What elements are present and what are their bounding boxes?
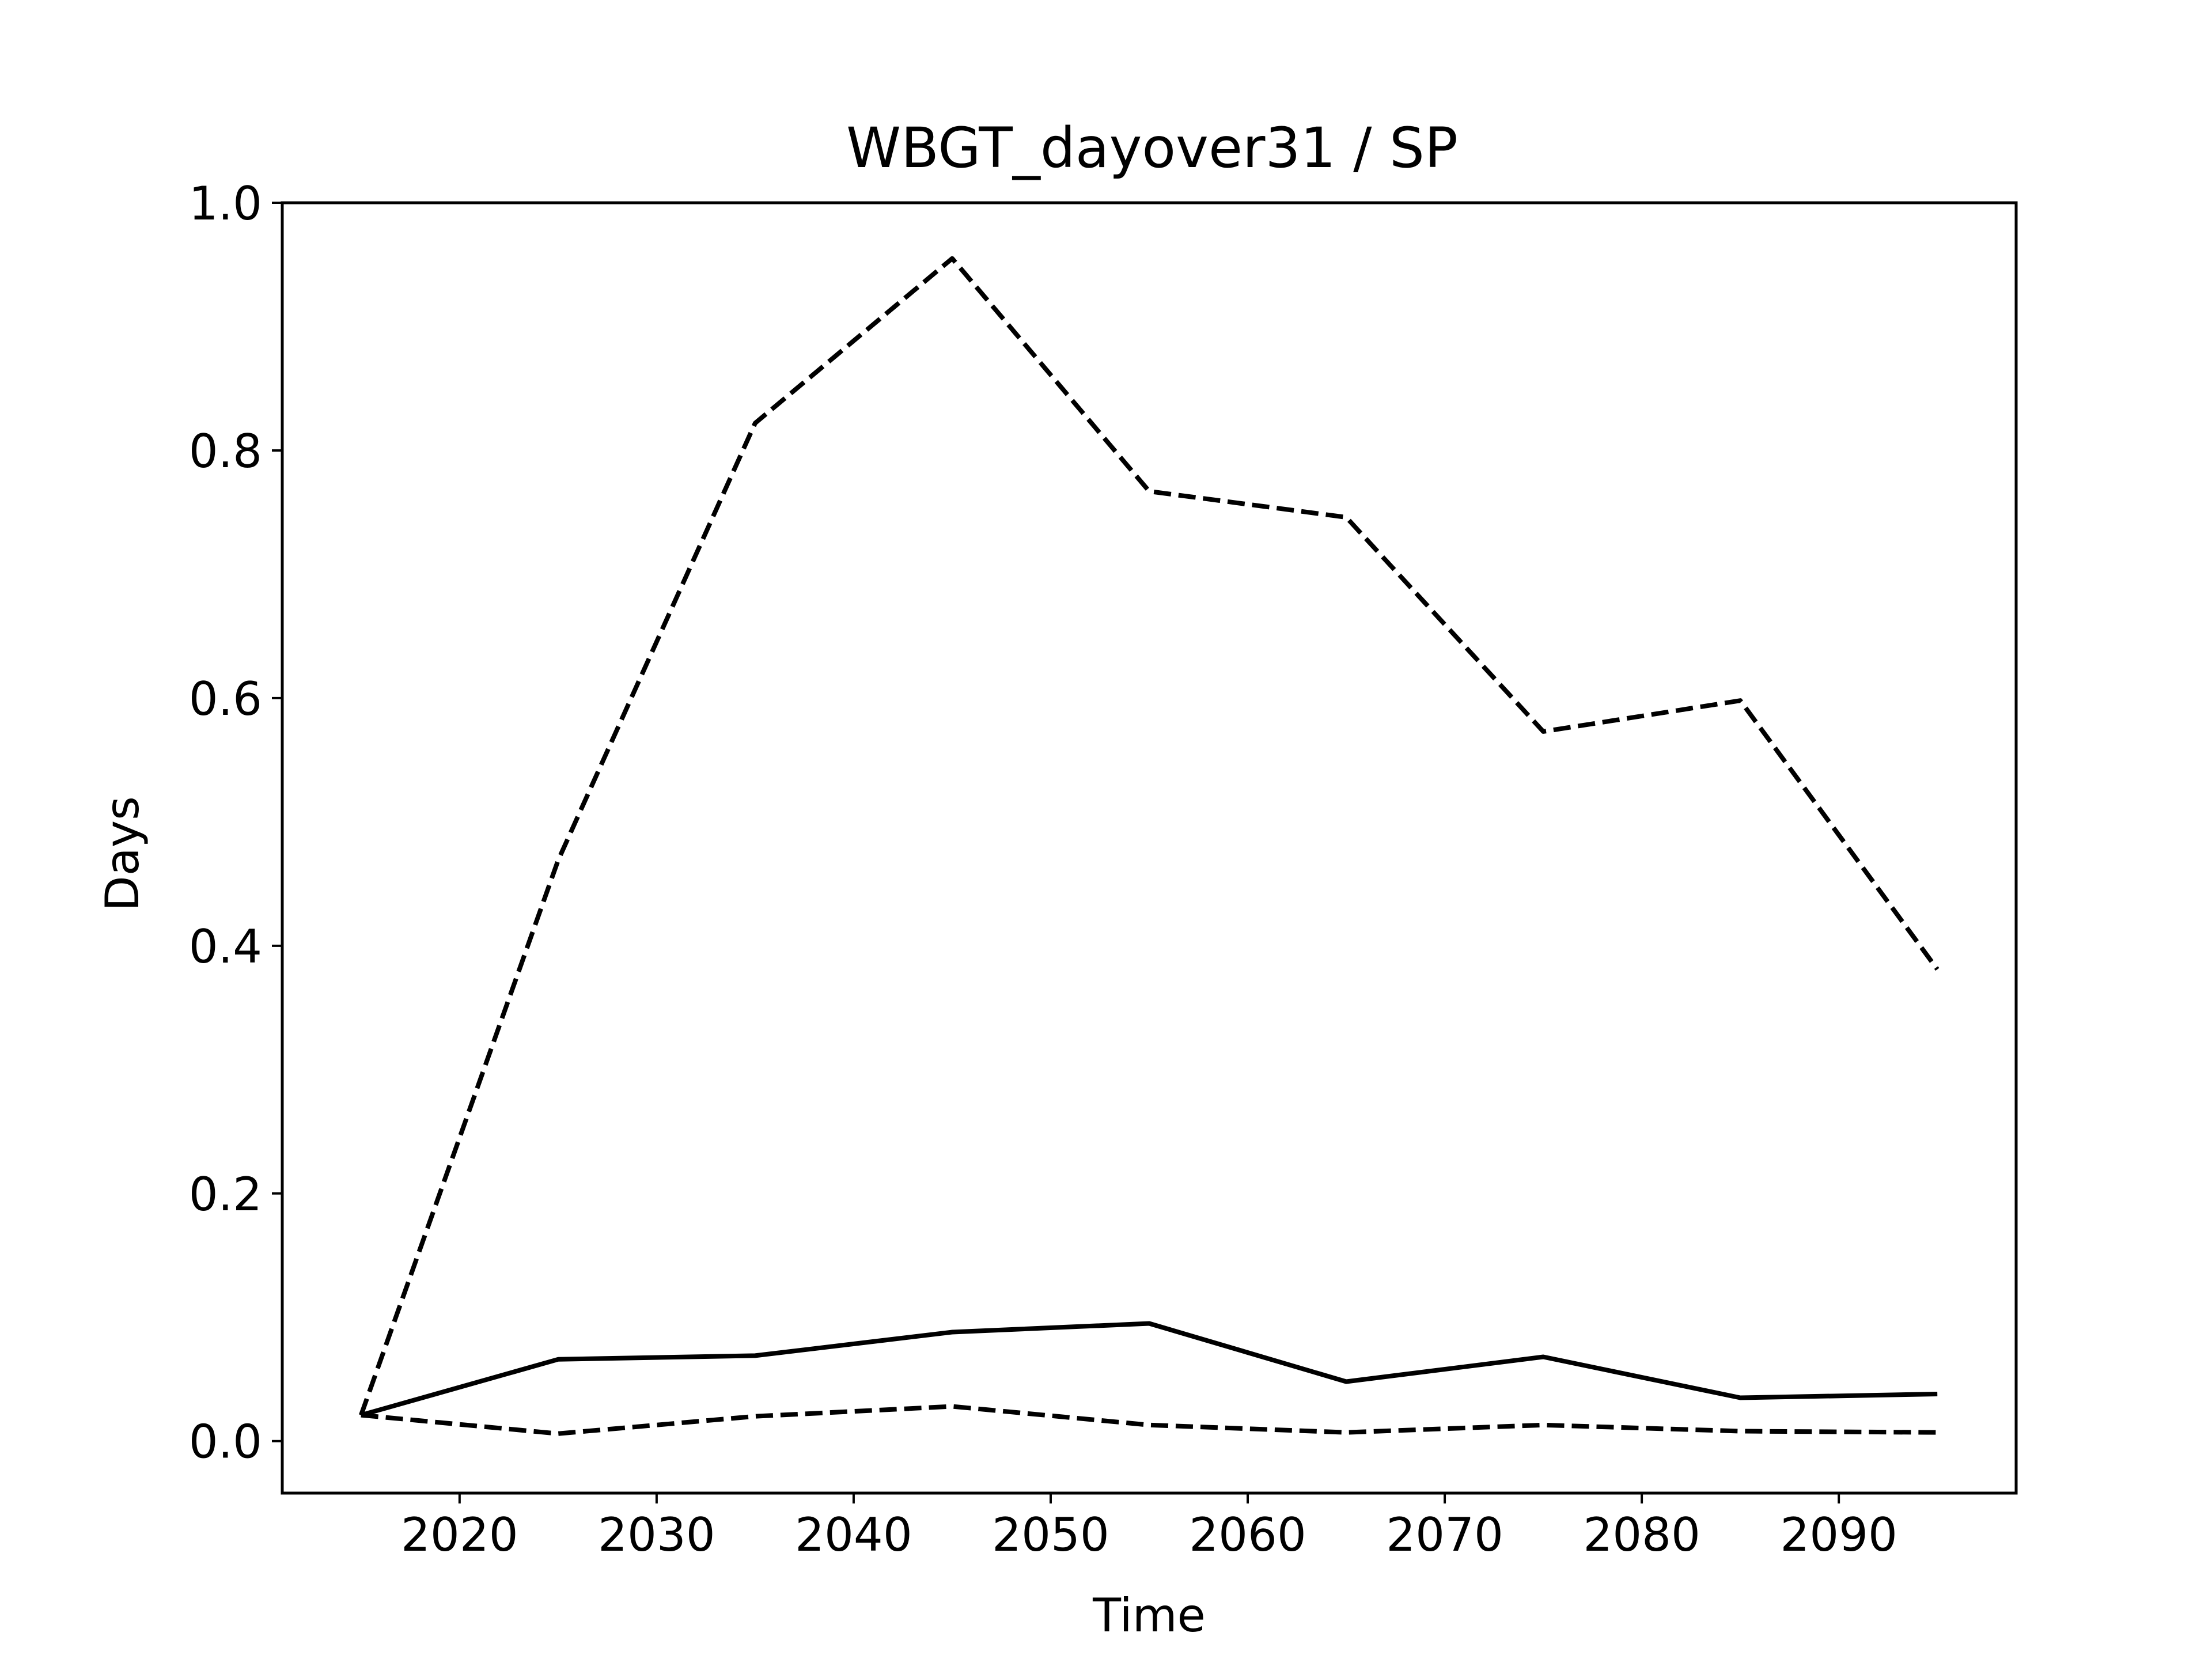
- y-tick-label-1: 0.2: [189, 1168, 262, 1221]
- chart-title: WBGT_dayover31 / SP: [846, 116, 1458, 180]
- x-tick-label-2020: 2020: [401, 1508, 518, 1562]
- x-tick-label-2070: 2070: [1386, 1508, 1503, 1562]
- x-tick-label-2050: 2050: [992, 1508, 1109, 1562]
- y-tick-label-4: 0.8: [189, 425, 262, 478]
- series-line-3: [361, 1404, 1938, 1436]
- y-tick-label-5: 1.0: [189, 177, 262, 230]
- y-axis: 0.0 0.2 0.4 0.6 0.8 1.0: [189, 177, 282, 1469]
- x-axis-label: Time: [1092, 1589, 1206, 1642]
- y-tick-label-0: 0.0: [189, 1415, 262, 1469]
- x-tick-label-2080: 2080: [1583, 1508, 1700, 1562]
- x-tick-label-2060: 2060: [1189, 1508, 1306, 1562]
- series-line-2: [359, 256, 1940, 1416]
- y-tick-label-2: 0.4: [189, 920, 262, 974]
- x-tick-label-2040: 2040: [795, 1508, 912, 1562]
- x-tick-label-2030: 2030: [598, 1508, 715, 1562]
- plot-area: [359, 256, 1940, 1436]
- y-axis-label: Days: [96, 796, 149, 911]
- x-axis: 2020 2030 2040 2050 2060 2070 2080 2090: [401, 1493, 1897, 1562]
- series-line-1: [360, 1321, 1938, 1418]
- x-tick-label-2090: 2090: [1780, 1508, 1897, 1562]
- y-tick-label-3: 0.6: [189, 672, 262, 726]
- axes-frame: [281, 201, 2018, 1495]
